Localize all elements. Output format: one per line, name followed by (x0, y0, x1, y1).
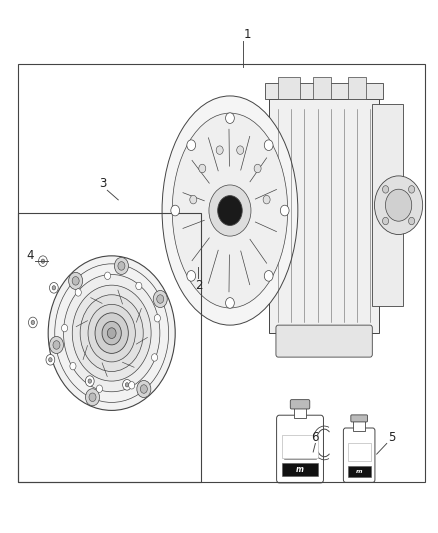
Text: 4: 4 (26, 249, 34, 262)
Circle shape (49, 282, 58, 293)
Circle shape (264, 140, 273, 150)
Circle shape (89, 393, 96, 401)
Circle shape (154, 314, 160, 322)
Circle shape (85, 376, 94, 386)
Circle shape (280, 205, 289, 216)
Circle shape (53, 341, 60, 349)
Circle shape (80, 295, 143, 372)
Bar (269, 99, 379, 333)
Circle shape (254, 164, 261, 173)
Circle shape (409, 185, 415, 193)
Bar (353, 421, 365, 431)
Circle shape (39, 256, 47, 266)
Bar (265, 83, 383, 99)
Circle shape (102, 321, 121, 345)
Circle shape (374, 176, 423, 235)
Circle shape (107, 328, 116, 338)
Text: 2: 2 (195, 279, 203, 292)
Circle shape (49, 336, 64, 353)
Text: 1: 1 (244, 28, 251, 41)
Circle shape (226, 113, 234, 124)
Circle shape (187, 271, 196, 281)
Circle shape (385, 189, 412, 221)
Circle shape (75, 289, 81, 296)
Circle shape (28, 317, 37, 328)
Bar (278, 77, 300, 99)
Circle shape (264, 271, 273, 281)
Circle shape (114, 257, 128, 274)
FancyBboxPatch shape (343, 428, 375, 482)
FancyBboxPatch shape (290, 400, 310, 409)
Circle shape (263, 196, 270, 204)
Bar (313, 77, 331, 99)
Text: m: m (356, 469, 362, 474)
Circle shape (118, 262, 125, 270)
Text: 5: 5 (389, 431, 396, 443)
Circle shape (69, 272, 83, 289)
Circle shape (190, 196, 197, 204)
Circle shape (31, 320, 35, 325)
FancyBboxPatch shape (351, 415, 367, 422)
Circle shape (187, 140, 196, 150)
Circle shape (52, 286, 56, 290)
Bar (372, 104, 403, 306)
Circle shape (48, 256, 175, 410)
Circle shape (137, 381, 151, 398)
Circle shape (49, 358, 52, 362)
FancyBboxPatch shape (277, 415, 323, 483)
Circle shape (218, 196, 242, 225)
Bar (294, 407, 306, 418)
Circle shape (72, 285, 151, 381)
Bar (18, 213, 201, 482)
Text: m: m (296, 465, 304, 474)
Circle shape (85, 389, 99, 406)
Circle shape (41, 259, 45, 263)
Circle shape (152, 354, 158, 361)
Circle shape (199, 164, 206, 173)
Ellipse shape (172, 113, 288, 308)
Circle shape (95, 313, 128, 353)
Circle shape (125, 383, 129, 387)
Circle shape (46, 354, 55, 365)
Circle shape (88, 304, 135, 362)
Circle shape (70, 362, 76, 370)
Text: 6: 6 (311, 431, 319, 443)
Circle shape (123, 379, 131, 390)
Bar (18, 64, 425, 482)
Circle shape (209, 185, 251, 236)
Bar (282, 463, 318, 476)
Circle shape (409, 217, 415, 225)
Circle shape (105, 272, 111, 279)
Bar (348, 77, 366, 99)
Circle shape (153, 290, 167, 308)
Text: 3: 3 (99, 177, 106, 190)
Circle shape (382, 217, 389, 225)
Circle shape (96, 385, 102, 392)
Circle shape (140, 385, 147, 393)
Ellipse shape (162, 96, 298, 325)
Circle shape (136, 282, 142, 290)
Circle shape (226, 297, 234, 308)
Circle shape (237, 146, 244, 155)
Circle shape (88, 379, 92, 383)
Circle shape (129, 382, 135, 389)
Circle shape (216, 146, 223, 155)
Bar (282, 435, 318, 458)
Circle shape (61, 325, 67, 332)
Bar (348, 466, 371, 477)
Circle shape (72, 277, 79, 285)
Circle shape (157, 295, 164, 303)
FancyBboxPatch shape (276, 325, 372, 357)
Circle shape (382, 185, 389, 193)
Circle shape (171, 205, 180, 216)
Circle shape (64, 274, 160, 392)
Bar (348, 443, 371, 461)
